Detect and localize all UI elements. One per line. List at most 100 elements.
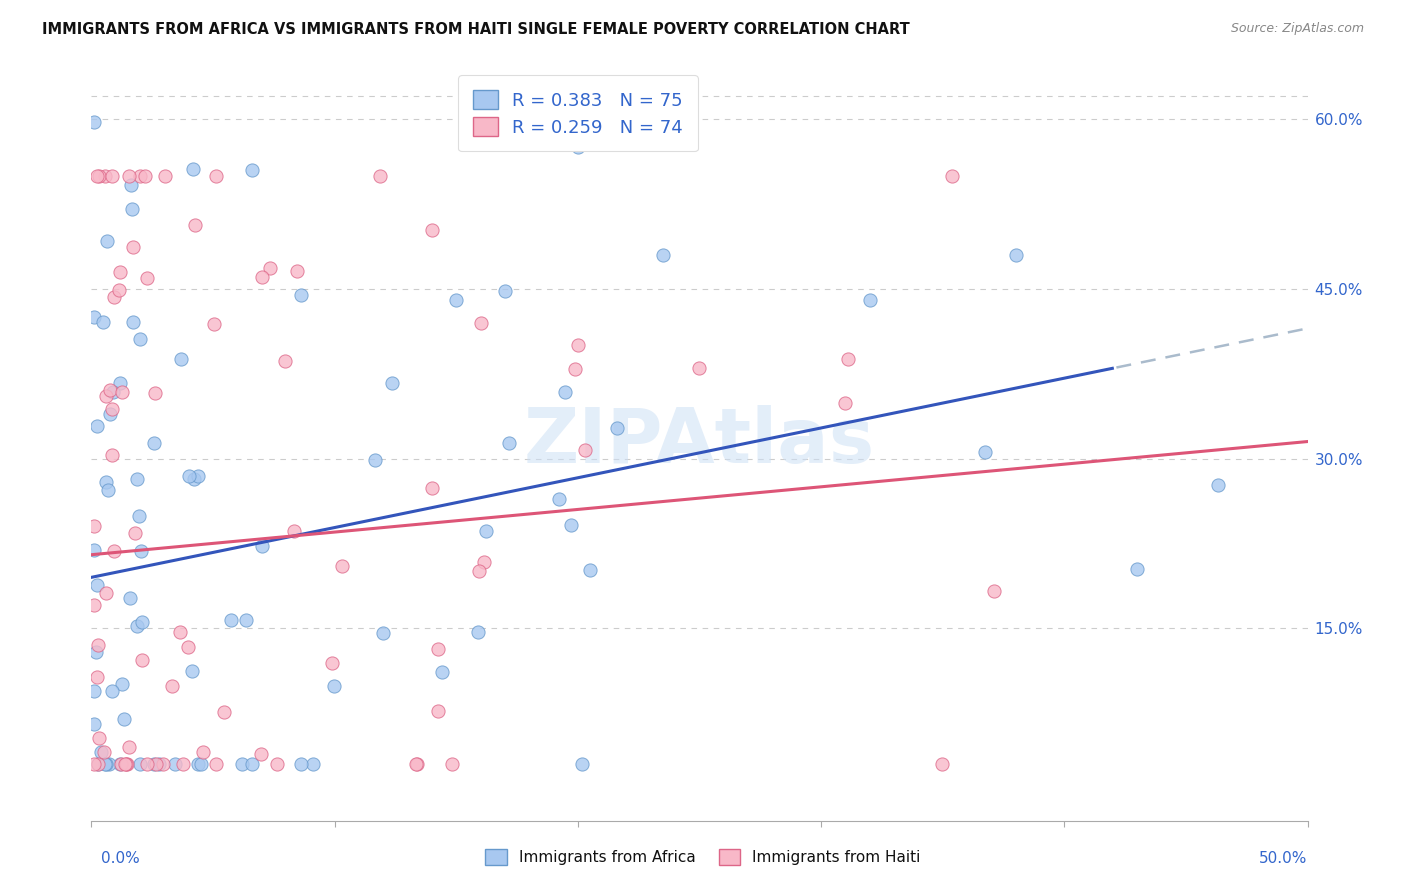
Point xyxy=(548,492,571,507)
Point xyxy=(101,401,124,416)
Point xyxy=(86,169,108,183)
Point xyxy=(100,169,122,183)
Point xyxy=(1206,478,1229,492)
Point xyxy=(97,483,120,497)
Point xyxy=(145,757,167,772)
Point xyxy=(859,293,882,307)
Point xyxy=(98,408,121,422)
Point xyxy=(103,544,125,558)
Text: 50.0%: 50.0% xyxy=(1260,852,1308,866)
Point xyxy=(470,316,492,330)
Point xyxy=(98,757,121,772)
Point xyxy=(321,656,343,670)
Point xyxy=(467,565,489,579)
Point xyxy=(128,509,150,524)
Point xyxy=(86,669,108,683)
Point xyxy=(124,526,146,541)
Point xyxy=(564,362,586,376)
Point xyxy=(87,757,110,772)
Point xyxy=(131,652,153,666)
Point xyxy=(100,383,122,397)
Point xyxy=(567,140,589,154)
Point xyxy=(204,757,226,772)
Point xyxy=(183,161,205,176)
Point xyxy=(148,757,170,772)
Point xyxy=(941,169,963,183)
Point xyxy=(96,389,118,403)
Point xyxy=(212,705,235,719)
Point xyxy=(121,202,143,216)
Point xyxy=(180,664,202,678)
Point xyxy=(129,169,152,183)
Point xyxy=(931,757,953,772)
Point xyxy=(177,640,200,655)
Point xyxy=(420,223,443,237)
Point xyxy=(465,113,488,128)
Point xyxy=(160,679,183,693)
Point xyxy=(101,448,124,462)
Point xyxy=(240,757,263,772)
Point xyxy=(472,555,495,569)
Point xyxy=(83,684,105,698)
Point xyxy=(983,583,1005,598)
Point xyxy=(405,757,427,772)
Point xyxy=(122,240,145,254)
Point xyxy=(444,293,467,307)
Point xyxy=(475,524,498,538)
Point xyxy=(89,169,111,183)
Point xyxy=(114,757,136,772)
Point xyxy=(420,481,443,495)
Point xyxy=(330,558,353,573)
Point xyxy=(90,745,112,759)
Point xyxy=(118,739,141,754)
Point xyxy=(250,539,273,553)
Point xyxy=(94,757,117,772)
Point xyxy=(554,384,576,399)
Point xyxy=(283,524,305,539)
Point xyxy=(125,472,148,486)
Point xyxy=(134,169,156,183)
Point xyxy=(129,757,152,772)
Point xyxy=(259,261,281,276)
Point xyxy=(205,169,228,183)
Point xyxy=(170,352,193,367)
Point xyxy=(302,757,325,772)
Point xyxy=(494,284,516,298)
Point xyxy=(94,475,117,489)
Point xyxy=(427,704,450,718)
Text: IMMIGRANTS FROM AFRICA VS IMMIGRANTS FROM HAITI SINGLE FEMALE POVERTY CORRELATIO: IMMIGRANTS FROM AFRICA VS IMMIGRANTS FRO… xyxy=(42,22,910,37)
Point xyxy=(163,757,186,772)
Point xyxy=(121,315,143,329)
Point xyxy=(290,757,312,772)
Point xyxy=(183,472,205,486)
Point xyxy=(219,614,242,628)
Point xyxy=(467,624,489,639)
Point xyxy=(103,290,125,304)
Point xyxy=(118,591,141,605)
Point xyxy=(101,683,124,698)
Point xyxy=(579,563,602,577)
Point xyxy=(240,163,263,178)
Point xyxy=(250,270,273,285)
Point xyxy=(1004,248,1026,262)
Text: Source: ZipAtlas.com: Source: ZipAtlas.com xyxy=(1230,22,1364,36)
Point xyxy=(96,234,118,248)
Point xyxy=(184,218,207,232)
Point xyxy=(91,315,114,329)
Legend: Immigrants from Africa, Immigrants from Haiti: Immigrants from Africa, Immigrants from … xyxy=(479,843,927,871)
Point xyxy=(235,613,257,627)
Point xyxy=(834,396,856,410)
Point xyxy=(169,624,191,639)
Point xyxy=(202,318,225,332)
Point xyxy=(274,354,297,368)
Point xyxy=(574,442,596,457)
Point xyxy=(111,384,134,399)
Point xyxy=(108,265,131,279)
Point xyxy=(125,618,148,632)
Point xyxy=(142,435,165,450)
Point xyxy=(153,169,176,183)
Point xyxy=(136,757,159,772)
Point xyxy=(266,757,288,772)
Point xyxy=(368,169,391,183)
Point xyxy=(560,517,582,532)
